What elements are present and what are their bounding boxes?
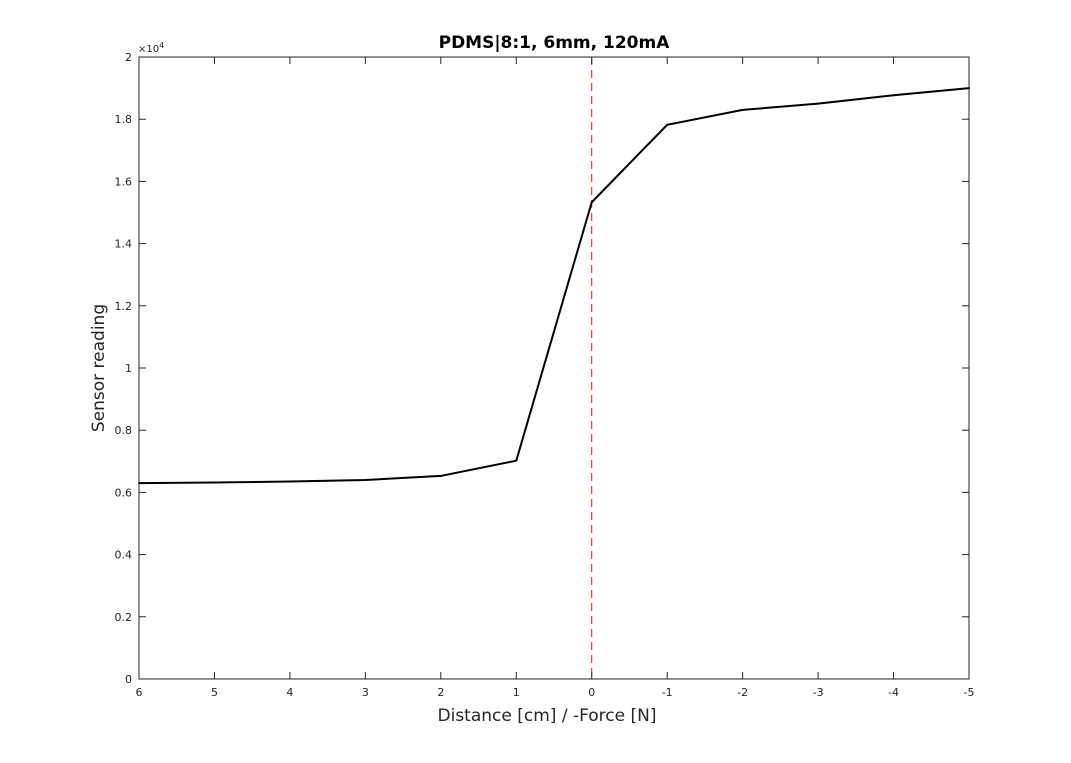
plot-area <box>139 57 969 679</box>
data-point <box>439 474 442 477</box>
y-tick-label: 0.8 <box>115 424 133 437</box>
data-point <box>213 481 216 484</box>
x-tick-label: -1 <box>662 686 673 699</box>
y-tick-label: 0.2 <box>115 611 133 624</box>
y-tick-label: 0.4 <box>115 549 133 562</box>
y-tick-label: 1 <box>125 362 132 375</box>
series-line <box>138 87 970 485</box>
x-tick-label: 4 <box>286 686 293 699</box>
y-tick-label: 1.4 <box>115 238 133 251</box>
y-axis-ticks: 0 0.2 0.4 0.6 0.8 1 1.2 1.4 1.6 1.8 2 <box>115 51 969 686</box>
x-tick-label: 1 <box>513 686 520 699</box>
y-tick-label: 0 <box>125 673 132 686</box>
data-point <box>741 108 744 111</box>
data-point <box>666 123 669 126</box>
x-tick-label: -3 <box>813 686 824 699</box>
data-point <box>364 478 367 481</box>
x-tick-label: 3 <box>362 686 369 699</box>
y-exponent-base: ×10 <box>138 44 159 55</box>
x-tick-label: -2 <box>737 686 748 699</box>
x-tick-label: 5 <box>211 686 218 699</box>
data-point <box>515 459 518 462</box>
x-tick-label: -5 <box>964 686 975 699</box>
data-point <box>817 102 820 105</box>
x-tick-label: -4 <box>888 686 899 699</box>
y-tick-label: 1.8 <box>115 113 133 126</box>
data-point <box>892 94 895 97</box>
x-tick-label: 6 <box>136 686 143 699</box>
chart-title: PDMS|8:1, 6mm, 120mA <box>439 33 671 53</box>
y-axis-label: Sensor reading <box>89 304 109 432</box>
y-tick-label: 0.6 <box>115 486 133 499</box>
x-axis-label: Distance [cm] / -Force [N] <box>438 706 657 726</box>
y-tick-label: 2 <box>125 51 132 64</box>
y-tick-label: 1.2 <box>115 300 133 313</box>
x-axis-ticks: 6 5 4 3 2 1 0 -1 -2 -3 -4 -5 <box>136 57 975 699</box>
y-tick-label: 1.6 <box>115 175 133 188</box>
y-axis-exponent: ×104 <box>138 41 164 55</box>
data-point <box>288 480 291 483</box>
y-exponent-power: 4 <box>159 41 164 50</box>
x-tick-label: 2 <box>437 686 444 699</box>
x-tick-label: 0 <box>588 686 595 699</box>
data-point <box>590 201 593 204</box>
